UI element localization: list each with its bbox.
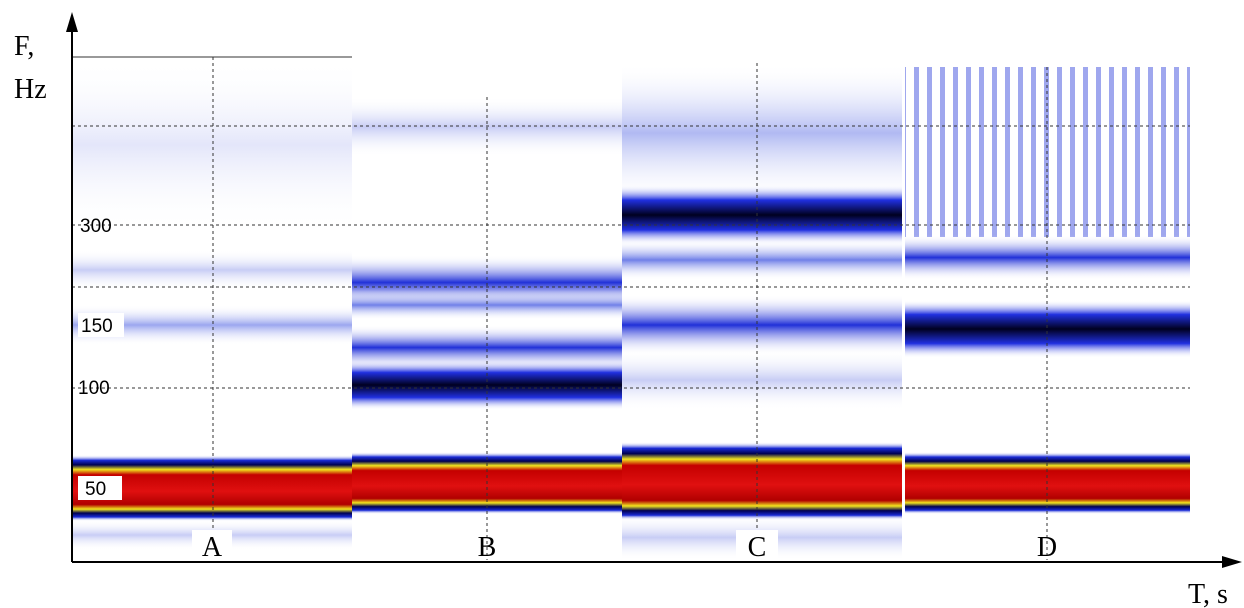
- band: [72, 60, 352, 230]
- panel-label: A: [202, 532, 223, 563]
- grid: [72, 57, 1190, 560]
- y-label: F,: [14, 31, 34, 62]
- panel-a: [72, 56, 352, 550]
- y-tick-label: 50: [85, 479, 106, 500]
- panel-label: C: [748, 532, 767, 563]
- band: [622, 240, 902, 280]
- y-arrow: [66, 12, 78, 32]
- y-label: Hz: [14, 74, 47, 105]
- y-tick-label: 100: [78, 378, 110, 399]
- band: [622, 350, 902, 410]
- x-label: T, s: [1188, 579, 1228, 608]
- band: [622, 185, 902, 245]
- tick-bg: [78, 313, 124, 337]
- x-arrow: [1222, 556, 1242, 568]
- label-bg: [192, 530, 232, 560]
- band: [622, 63, 902, 203]
- panel-label: D: [1037, 532, 1057, 563]
- y-tick-label: 150: [81, 316, 113, 337]
- panel-label: B: [478, 532, 497, 563]
- label-bg: [736, 530, 778, 560]
- band: [72, 250, 352, 290]
- axes: [66, 12, 1242, 568]
- band: [622, 442, 902, 520]
- panel-c: [622, 63, 902, 560]
- tick-bg: [78, 476, 122, 500]
- band: [622, 295, 902, 355]
- y-tick-label: 300: [80, 216, 112, 237]
